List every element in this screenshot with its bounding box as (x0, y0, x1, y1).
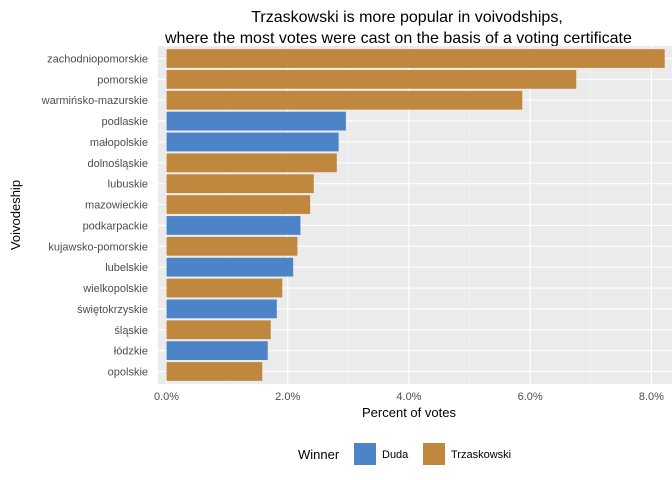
y-axis-title: Voivodeship (8, 180, 23, 250)
x-tick-label: 0.0% (154, 391, 179, 403)
bar-zachodniopomorskie (166, 49, 665, 68)
bar-opolskie (166, 362, 263, 381)
y-tick-label: podkarpackie (83, 220, 148, 232)
legend-swatch-trzaskowski (423, 443, 445, 465)
legend-label-duda: Duda (382, 449, 409, 461)
x-tick-labels: 0.0% 2.0% 4.0% 6.0% 8.0% (154, 391, 664, 403)
y-tick-label: opolskie (108, 366, 148, 378)
chart-title-line1: Trzaskowski is more popular in voivodshi… (251, 9, 563, 26)
chart-title-line2: where the most votes were cast on the ba… (164, 30, 632, 47)
bar-łódzkie (166, 341, 268, 361)
y-tick-label: kujawsko-pomorskie (48, 241, 148, 253)
x-tick-label: 2.0% (275, 391, 300, 403)
y-tick-label: podlaskie (102, 116, 148, 128)
legend-label-trzaskowski: Trzaskowski (451, 449, 511, 461)
bar-pomorskie (166, 69, 577, 89)
bar-mazowieckie (166, 195, 311, 214)
legend-title: Winner (298, 447, 340, 462)
x-tick-label: 4.0% (396, 391, 421, 403)
y-tick-label: łódzkie (114, 346, 148, 358)
bar-podkarpackie (166, 216, 301, 235)
legend: Winner Duda Trzaskowski (298, 443, 511, 465)
y-tick-label: śląskie (114, 325, 148, 337)
y-tick-label: lubelskie (105, 262, 148, 274)
legend-swatch-duda (354, 443, 376, 465)
x-axis-title: Percent of votes (362, 405, 456, 420)
y-tick-label: świętokrzyskie (77, 304, 148, 316)
bar-warmińsko-mazurskie (166, 90, 523, 110)
bar-śląskie (166, 320, 271, 340)
y-tick-label: zachodniopomorskie (47, 54, 148, 66)
y-tick-label: lubuskie (108, 179, 148, 191)
y-tick-label: dolnośląskie (87, 158, 148, 170)
bar-podlaskie (166, 111, 346, 131)
x-tick-label: 8.0% (639, 391, 664, 403)
y-tick-label: wielkopolskie (82, 283, 148, 295)
bar-dolnośląskie (166, 153, 337, 173)
bar-wielkopolskie (166, 278, 283, 298)
y-tick-labels: zachodniopomorskie pomorskie warmińsko-maz… (41, 54, 148, 379)
y-tick-label: małopolskie (90, 137, 148, 149)
bar-lubelskie (166, 257, 294, 277)
y-tick-label: mazowieckie (85, 200, 148, 212)
bars (166, 49, 665, 381)
y-tick-label: warmińsko-mazurskie (41, 95, 148, 107)
x-tick-label: 6.0% (518, 391, 543, 403)
bar-lubuskie (166, 174, 314, 194)
bar-świętokrzyskie (166, 299, 277, 319)
bar-kujawsko-pomorskie (166, 236, 298, 256)
bar-małopolskie (166, 132, 339, 152)
y-tick-label: pomorskie (97, 74, 148, 86)
